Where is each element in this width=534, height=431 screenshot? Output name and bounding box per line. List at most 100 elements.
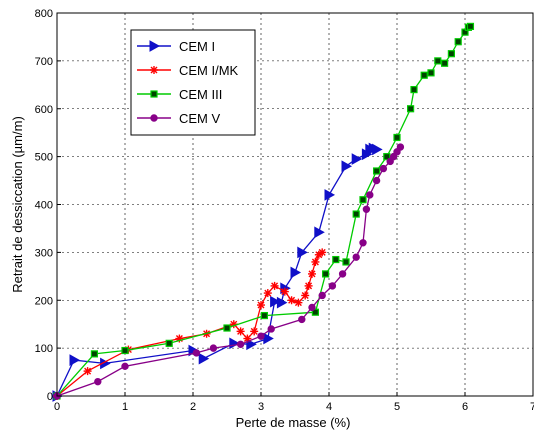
data-point [379, 164, 388, 173]
data-point [410, 85, 418, 94]
data-point [267, 325, 275, 333]
data-point [420, 71, 428, 79]
data-point [372, 143, 383, 156]
data-point [366, 191, 374, 199]
data-point [121, 346, 129, 355]
data-point [257, 332, 265, 340]
y-tick-label: 800 [35, 8, 53, 20]
data-point [294, 298, 303, 307]
data-point [466, 22, 475, 31]
star-stroke [294, 299, 302, 307]
data-point [149, 40, 161, 52]
x-tick-label: 3 [258, 401, 264, 413]
data-point [198, 352, 210, 365]
data-point [263, 289, 272, 298]
data-point [94, 377, 102, 386]
legend-item: CEM I [137, 39, 215, 54]
data-point [260, 311, 268, 320]
data-point [393, 133, 401, 142]
data-point [298, 315, 306, 324]
star-stroke [257, 301, 265, 309]
data-point [287, 296, 296, 305]
data-point [90, 350, 99, 358]
data-point [308, 269, 316, 278]
data-point [276, 296, 288, 309]
data-point [322, 270, 330, 278]
data-point [359, 196, 367, 204]
data-point [100, 357, 111, 370]
grid-lines [57, 13, 533, 396]
data-point [427, 69, 435, 77]
axis-ticks: 0 1 2 3 4 5 6 7 0 100 200 300 400 500 600 700 800 [35, 8, 534, 413]
y-tick-label: 200 [35, 295, 53, 307]
data-point [270, 295, 281, 308]
data-point [83, 367, 92, 376]
data-point [270, 281, 279, 290]
y-tick-label: 300 [35, 247, 53, 259]
data-point [311, 308, 319, 316]
data-point [342, 258, 350, 266]
y-tick-label: 600 [35, 104, 53, 116]
series-line [56, 146, 401, 397]
data-point [332, 255, 340, 264]
data-point [407, 105, 415, 113]
x-tick-label: 2 [190, 401, 196, 413]
star-stroke [301, 291, 309, 299]
data-point [165, 339, 173, 347]
series-layer [52, 22, 475, 402]
data-point [373, 167, 381, 175]
data-point [209, 344, 218, 352]
x-tick-label: 4 [326, 401, 332, 413]
data-point [338, 270, 347, 278]
data-point [434, 57, 442, 65]
data-point [351, 153, 363, 165]
legend-item: CEM V [137, 111, 221, 126]
data-point [396, 143, 405, 151]
data-point [352, 210, 360, 218]
data-point [328, 282, 337, 290]
data-point [297, 246, 308, 259]
data-point [250, 327, 259, 336]
data-point [290, 266, 302, 279]
data-point [280, 287, 289, 296]
data-point [318, 248, 327, 257]
star-stroke [288, 296, 296, 304]
data-point [311, 257, 320, 266]
data-point [352, 253, 360, 261]
data-point [236, 327, 245, 336]
data-point [121, 362, 129, 371]
data-point [324, 189, 336, 201]
legend: CEM I CEM I/MK CEM III CEM V [130, 29, 256, 136]
star-stroke [264, 289, 272, 297]
star-stroke [243, 335, 251, 343]
data-point [192, 349, 201, 357]
star-stroke [150, 66, 158, 74]
data-point [301, 291, 310, 300]
data-point [69, 354, 81, 366]
y-axis-label: Retrait de dessiccation (µm/m) [10, 116, 25, 293]
x-tick-label: 0 [54, 401, 60, 413]
legend-label: CEM V [179, 111, 221, 126]
y-tick-label: 0 [47, 391, 53, 403]
data-point [308, 303, 316, 312]
data-point [454, 38, 462, 46]
star-stroke [84, 367, 92, 375]
data-point [372, 176, 381, 185]
x-tick-label: 6 [462, 401, 468, 413]
x-axis-label: Perte de masse (%) [236, 415, 351, 430]
star-stroke [250, 327, 258, 335]
series-cem-i [52, 142, 383, 402]
data-point [150, 114, 158, 122]
legend-label: CEM III [179, 87, 222, 102]
x-tick-label: 7 [530, 401, 534, 413]
data-point [246, 338, 257, 351]
y-tick-label: 100 [35, 343, 53, 355]
legend-item: CEM I/MK [137, 63, 239, 78]
y-tick-label: 500 [35, 152, 53, 164]
data-point [359, 239, 367, 247]
x-tick-label: 1 [122, 401, 128, 413]
star-stroke [308, 270, 316, 278]
star-stroke [305, 282, 313, 290]
x-tick-label: 5 [394, 401, 400, 413]
